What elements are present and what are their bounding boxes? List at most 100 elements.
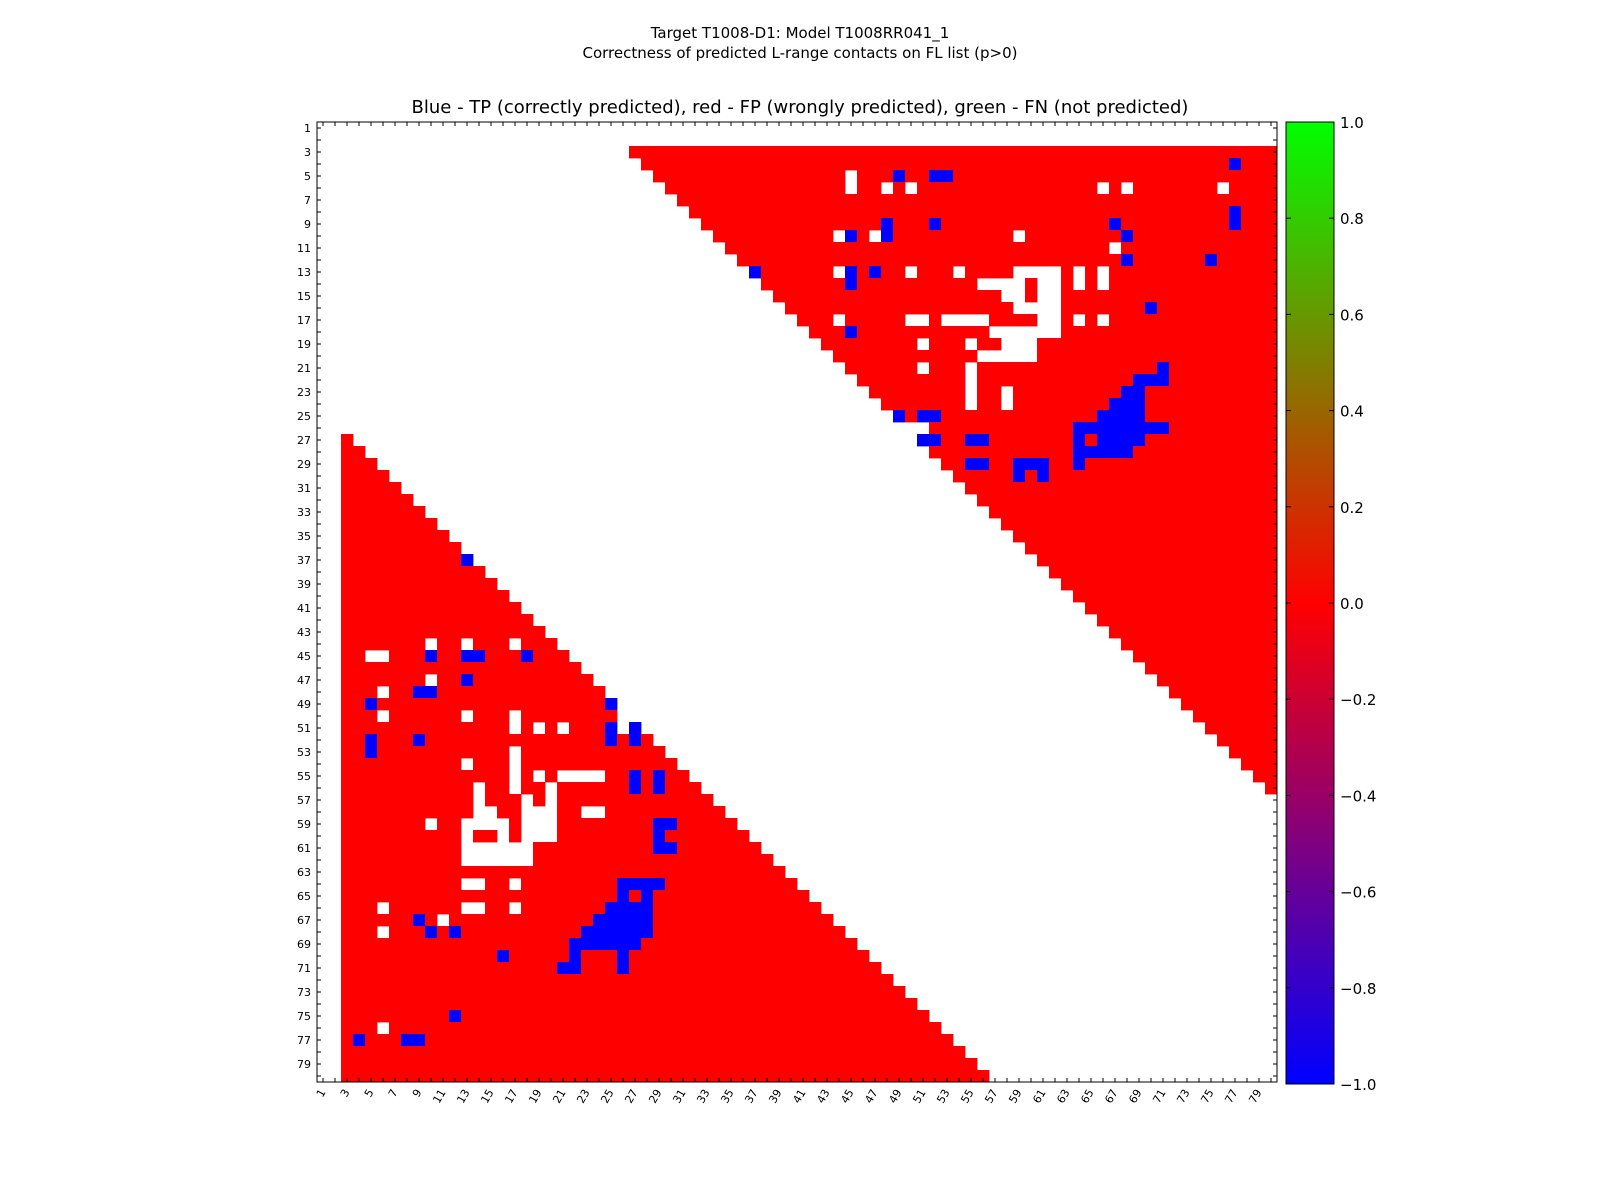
fp-cell [665,770,678,783]
fp-cell [401,698,414,711]
fp-cell [1157,338,1170,351]
fp-cell [1253,290,1266,303]
fp-cell [785,182,798,195]
fp-cell [929,398,942,411]
fp-cell [1157,182,1170,195]
fp-cell [737,206,750,219]
fp-cell [1025,482,1038,495]
fp-cell [965,326,978,339]
fp-cell [1085,398,1098,411]
fp-cell [917,302,930,315]
fp-cell [665,1070,678,1083]
fp-cell [953,422,966,435]
fp-cell [1229,194,1242,207]
fp-cell [833,146,846,159]
fp-cell [533,962,546,975]
fp-cell [1241,602,1254,615]
fp-cell [353,950,366,963]
fp-cell [1241,290,1254,303]
fp-cell [785,302,798,315]
fp-cell [569,1070,582,1083]
fp-cell [1061,278,1074,291]
fp-cell [905,326,918,339]
fp-cell [893,1046,906,1059]
fp-cell [389,794,402,807]
fp-cell [377,518,390,531]
fp-cell [773,158,786,171]
fp-cell [1241,242,1254,255]
fp-cell [809,962,822,975]
fp-cell [641,794,654,807]
fp-cell [509,674,522,687]
fp-cell [1169,530,1182,543]
fp-cell [821,938,834,951]
fp-cell [497,1022,510,1035]
fp-cell [845,998,858,1011]
tp-cell [1037,458,1050,471]
tp-cell [641,890,654,903]
fp-cell [977,422,990,435]
fp-cell [1133,518,1146,531]
fp-cell [809,146,822,159]
fp-cell [377,878,390,891]
fp-cell [725,818,738,831]
fp-cell [425,518,438,531]
fp-cell [1061,242,1074,255]
fp-cell [905,1034,918,1047]
fp-cell [833,1058,846,1071]
fp-cell [593,854,606,867]
fp-cell [821,950,834,963]
fp-cell [425,734,438,747]
fp-cell [365,902,378,915]
fp-cell [1205,470,1218,483]
fp-cell [581,1058,594,1071]
y-tick-label: 57 [297,794,311,807]
fp-cell [989,302,1002,315]
fp-cell [437,842,450,855]
fp-cell [437,710,450,723]
fp-cell [941,410,954,423]
fp-cell [377,482,390,495]
plot-frame [316,121,1278,1083]
fp-cell [641,1022,654,1035]
fp-cell [1229,662,1242,675]
fp-cell [509,626,522,639]
fp-cell [1169,458,1182,471]
fp-cell [1085,242,1098,255]
fp-cell [1193,530,1206,543]
fp-cell [1193,710,1206,723]
fp-cell [389,914,402,927]
fp-cell [485,914,498,927]
fp-cell [497,614,510,627]
fp-cell [833,974,846,987]
fp-cell [869,338,882,351]
fp-cell [497,890,510,903]
fp-cell [1061,398,1074,411]
fp-cell [749,206,762,219]
fp-cell [485,950,498,963]
fp-cell [737,1058,750,1071]
fp-cell [1193,362,1206,375]
fp-cell [557,734,570,747]
fp-cell [353,578,366,591]
fp-cell [761,1070,774,1083]
fp-cell [701,914,714,927]
fp-cell [941,218,954,231]
fp-cell [389,854,402,867]
fp-cell [977,230,990,243]
fp-cell [1049,386,1062,399]
y-tick-label: 45 [297,650,311,663]
fp-cell [1193,578,1206,591]
fp-cell [569,698,582,711]
fp-cell [713,1034,726,1047]
fp-cell [377,566,390,579]
fp-cell [1073,230,1086,243]
fp-cell [353,518,366,531]
fp-cell [1217,530,1230,543]
fp-cell [1229,434,1242,447]
fp-cell [941,1034,954,1047]
tp-cell [1145,422,1158,435]
fp-cell [773,914,786,927]
fp-cell [509,998,522,1011]
fp-cell [1217,434,1230,447]
